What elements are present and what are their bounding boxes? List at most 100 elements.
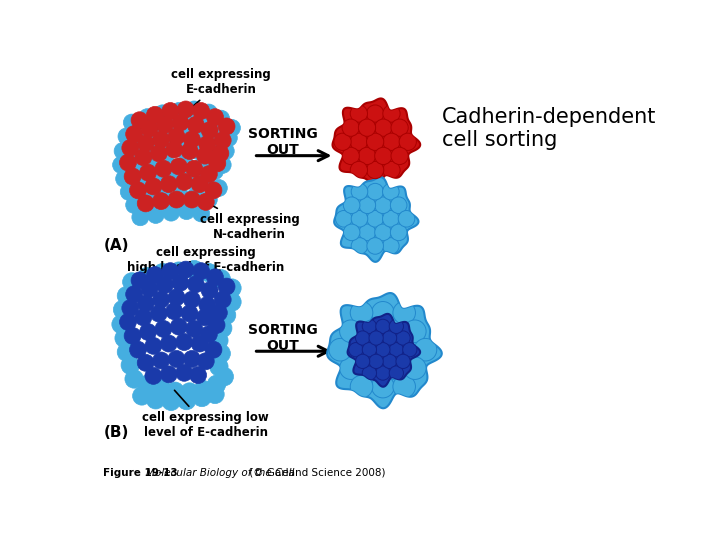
Circle shape [376,366,390,380]
Circle shape [145,367,162,384]
Circle shape [223,119,240,137]
Text: (© Garland Science 2008): (© Garland Science 2008) [246,468,385,478]
Circle shape [212,345,230,363]
Circle shape [200,104,217,121]
Circle shape [126,126,143,143]
Circle shape [176,126,193,143]
Text: cell expressing
N-cadherin: cell expressing N-cadherin [199,203,300,240]
Circle shape [350,133,367,151]
Circle shape [390,342,403,357]
Circle shape [200,326,217,343]
Circle shape [163,204,179,221]
Circle shape [177,157,194,173]
Circle shape [362,342,377,357]
Circle shape [366,105,384,122]
Circle shape [138,375,156,394]
Circle shape [340,320,362,342]
Circle shape [197,147,213,164]
Circle shape [179,112,197,129]
Circle shape [204,147,221,164]
Circle shape [135,148,152,166]
Circle shape [120,154,137,171]
Circle shape [153,264,172,282]
Circle shape [118,128,135,145]
Circle shape [176,364,193,381]
Circle shape [193,205,210,222]
Circle shape [207,269,223,286]
Circle shape [138,267,156,286]
Circle shape [398,211,415,227]
Circle shape [396,331,410,345]
Circle shape [143,146,161,164]
Circle shape [138,195,154,212]
Circle shape [146,162,163,179]
Circle shape [372,375,394,398]
Circle shape [348,342,363,357]
Circle shape [391,119,408,136]
Circle shape [189,143,207,159]
Circle shape [131,112,148,129]
Circle shape [382,354,397,368]
Circle shape [382,211,399,227]
Circle shape [366,161,384,179]
Circle shape [120,314,137,330]
Circle shape [200,191,217,208]
Circle shape [374,119,392,136]
Circle shape [212,110,230,127]
Circle shape [393,301,415,324]
Polygon shape [327,293,442,408]
Circle shape [390,366,403,380]
Circle shape [176,173,193,190]
Circle shape [166,303,183,320]
Circle shape [156,276,174,294]
Circle shape [199,136,216,153]
Circle shape [181,305,198,322]
Circle shape [209,155,226,172]
Text: cell expressing
E-cadherin: cell expressing E-cadherin [171,68,271,111]
Circle shape [213,319,232,338]
Circle shape [151,176,168,193]
Circle shape [186,101,203,118]
Circle shape [197,193,215,211]
Circle shape [359,197,376,213]
Circle shape [215,157,231,173]
Circle shape [185,260,204,279]
Circle shape [210,179,228,197]
Circle shape [361,357,384,380]
Text: SORTING
OUT: SORTING OUT [248,323,318,353]
Circle shape [172,114,189,131]
Circle shape [112,157,130,173]
Circle shape [168,128,185,145]
Circle shape [340,357,362,380]
Circle shape [361,320,384,342]
Circle shape [171,158,187,175]
Circle shape [209,119,226,137]
Circle shape [191,176,208,193]
Circle shape [222,279,241,298]
Circle shape [130,137,146,154]
Circle shape [366,133,384,151]
Circle shape [171,103,187,119]
Circle shape [141,193,158,210]
Circle shape [402,342,417,357]
Text: (B): (B) [104,426,129,440]
Circle shape [372,301,394,324]
Circle shape [210,304,228,321]
Circle shape [162,262,179,280]
Circle shape [207,109,223,126]
Circle shape [359,224,376,241]
Circle shape [343,197,360,213]
Circle shape [123,114,140,131]
Circle shape [403,357,426,380]
Circle shape [396,354,410,368]
Circle shape [218,278,235,295]
Circle shape [350,301,373,324]
Circle shape [382,357,405,380]
Circle shape [383,133,400,151]
Circle shape [124,168,141,185]
Circle shape [184,191,200,208]
Circle shape [141,280,158,298]
Circle shape [178,202,195,220]
Circle shape [383,105,400,122]
Circle shape [376,319,390,334]
